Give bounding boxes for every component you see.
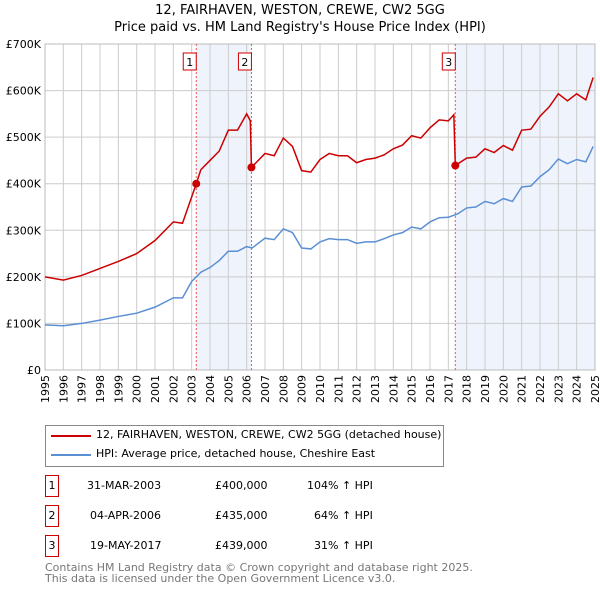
x-tick-label: 2001 [149,375,162,403]
x-tick-label: 2003 [186,375,199,403]
sale-label-box [182,52,197,71]
x-tick-label: 2021 [516,375,529,403]
x-tick-label: 1999 [112,375,125,403]
sale-point [192,179,201,188]
footer-line: This data is licensed under the Open Gov… [45,572,396,585]
y-tick-label: £200K [6,271,42,284]
footer-line: Contains HM Land Registry data © Crown c… [45,561,473,574]
sale-point [451,161,460,170]
x-tick-label: 2025 [589,375,600,403]
y-tick-label: £400K [6,178,42,191]
y-tick-label: £100K [6,317,42,330]
sale-price: £435,000 [215,509,268,522]
y-tick-label: £0 [27,364,41,377]
x-tick-label: 2000 [131,375,144,403]
x-tick-label: 2002 [167,375,180,403]
series-line [44,146,594,327]
sale-hpi: 31% ↑ HPI [314,539,373,552]
x-tick-label: 2012 [351,375,364,403]
sale-date: 19-MAY-2017 [90,539,162,552]
x-tick-label: 1997 [76,375,89,403]
x-tick-label: 2013 [369,375,382,403]
x-tick-label: 2007 [259,375,272,403]
x-tick-label: 1996 [57,375,70,403]
y-tick-label: £600K [6,85,42,98]
sale-label: 1 [186,56,193,69]
sale-label: 3 [445,56,452,69]
x-tick-label: 2014 [387,375,400,403]
legend: 12, FAIRHAVEN, WESTON, CREWE, CW2 5GG (d… [45,425,444,467]
x-tick-label: 2018 [461,375,474,403]
y-tick-label: £500K [6,131,42,144]
sale-badge: 1 [45,475,59,497]
sale-point [247,163,256,172]
x-tick-label: 2019 [479,375,492,403]
plot-border [44,43,596,371]
x-tick-label: 2006 [241,375,254,403]
sale-price: £439,000 [215,539,268,552]
x-tick-label: 1995 [39,375,52,403]
sale-label-box [237,52,252,71]
sale-hpi: 64% ↑ HPI [314,509,373,522]
footer: Contains HM Land Registry data © Crown c… [45,562,473,584]
x-tick-label: 2015 [406,375,419,403]
sale-date: 04-APR-2006 [90,509,162,522]
table-row: 1 31-MAR-2003 £400,000 104% ↑ HPI [45,475,600,497]
sale-badge: 2 [45,505,59,527]
sale-date: 31-MAR-2003 [87,479,162,492]
x-tick-label: 2004 [204,375,217,403]
x-tick-label: 2011 [332,375,345,403]
sale-badge: 3 [45,535,59,557]
x-tick-label: 2005 [222,375,235,403]
x-tick-label: 2016 [424,375,437,403]
x-tick-label: 2009 [296,375,309,403]
chart-subtitle: Price paid vs. HM Land Registry's House … [114,20,486,35]
legend-swatch-blue [51,454,91,456]
legend-label: HPI: Average price, detached house, Ches… [96,447,376,460]
x-tick-label: 2022 [534,375,547,403]
y-tick-label: £300K [6,224,42,237]
y-tick-label: £700K [6,38,42,51]
x-tick-label: 1998 [94,375,107,403]
chart: 1995 1996 1997 1998 1999 2000 2001 2002 2003 2004… [6,38,600,403]
x-tick-label: 2010 [314,375,327,403]
x-tick-label: 2017 [442,375,455,403]
x-tick-label: 2024 [571,375,584,403]
x-tick-label: 2023 [552,375,565,403]
x-tick-label: 2008 [277,375,290,403]
sale-hpi: 104% ↑ HPI [307,479,373,492]
sale-price: £400,000 [215,479,268,492]
legend-swatch-red [51,435,91,437]
x-tick-label: 2020 [497,375,510,403]
shaded-period [196,44,252,370]
sale-label-box [441,52,456,71]
table-row: 2 04-APR-2006 £435,000 64% ↑ HPI [45,505,600,527]
sale-label: 2 [241,56,248,69]
table-row: 3 19-MAY-2017 £439,000 31% ↑ HPI [45,535,600,557]
legend-label: 12, FAIRHAVEN, WESTON, CREWE, CW2 5GG (d… [96,428,442,441]
chart-title: 12, FAIRHAVEN, WESTON, CREWE, CW2 5GG [155,3,445,18]
